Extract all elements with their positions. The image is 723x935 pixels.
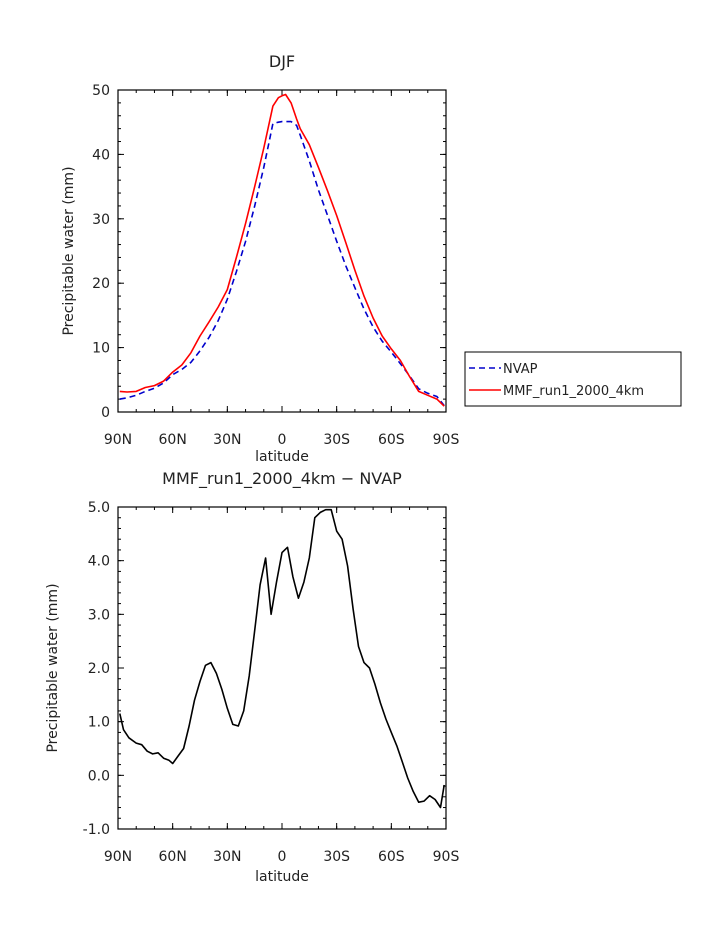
x-tick-label: 60N: [159, 849, 187, 865]
y-axis-label: Precipitable water (mm): [61, 166, 77, 335]
x-tick-label: 60S: [378, 432, 405, 448]
x-tick-label: 90S: [433, 849, 460, 865]
series-line-nvap: [119, 120, 445, 407]
chart-title: DJF: [269, 52, 295, 71]
y-tick-label: 3.0: [88, 607, 110, 623]
x-tick-label: 30S: [323, 432, 350, 448]
y-tick-label: 10: [92, 341, 110, 357]
x-tick-label: 60S: [378, 849, 405, 865]
y-tick-label: 1.0: [88, 715, 110, 731]
y-tick-label: 20: [92, 276, 110, 292]
x-axis-label: latitude: [255, 869, 309, 885]
x-tick-label: 90S: [433, 432, 460, 448]
series-line-mmf-run1-2000-4km: [119, 93, 445, 407]
x-tick-label: 60N: [159, 432, 187, 448]
chart-panel-djf: DJF 90N 60N 30N 0 30S 60S 90S 0 10 20 30 40 50 latitud…: [61, 52, 682, 465]
y-tick-label: 40: [92, 147, 110, 163]
y-tick-label: -1.0: [83, 822, 110, 838]
y-tick-label: 2.0: [88, 661, 110, 677]
y-tick-label: 50: [92, 83, 110, 99]
x-tick-label: 30N: [213, 849, 241, 865]
y-tick-label: 5.0: [88, 500, 110, 516]
chart-title: MMF_run1_2000_4km − NVAP: [162, 469, 402, 489]
plot-frame: [117, 89, 447, 413]
x-axis-label: latitude: [255, 449, 309, 465]
x-tick-label: 30N: [213, 432, 241, 448]
legend-entry: MMF_run1_2000_4km: [503, 384, 644, 399]
y-tick-label: 0.0: [88, 768, 110, 784]
x-tick-label: 90N: [104, 432, 132, 448]
y-tick-label: 4.0: [88, 554, 110, 570]
x-tick-label: 0: [278, 849, 287, 865]
legend-box: [464, 351, 682, 407]
y-tick-label: 0: [101, 405, 110, 421]
legend-entry: NVAP: [503, 362, 538, 377]
legend: NVAP MMF_run1_2000_4km: [464, 351, 682, 407]
series-line-mmf-run1-2000-4km-nvap: [119, 508, 445, 809]
x-tick-label: 30S: [323, 849, 350, 865]
y-tick-label: 30: [92, 212, 110, 228]
x-tick-label: 90N: [104, 849, 132, 865]
chart-panel-difference: MMF_run1_2000_4km − NVAP 90N 60N 30N 0 30S 60S…: [45, 469, 459, 885]
x-tick-label: 0: [278, 432, 287, 448]
y-axis-label: Precipitable water (mm): [45, 583, 61, 752]
